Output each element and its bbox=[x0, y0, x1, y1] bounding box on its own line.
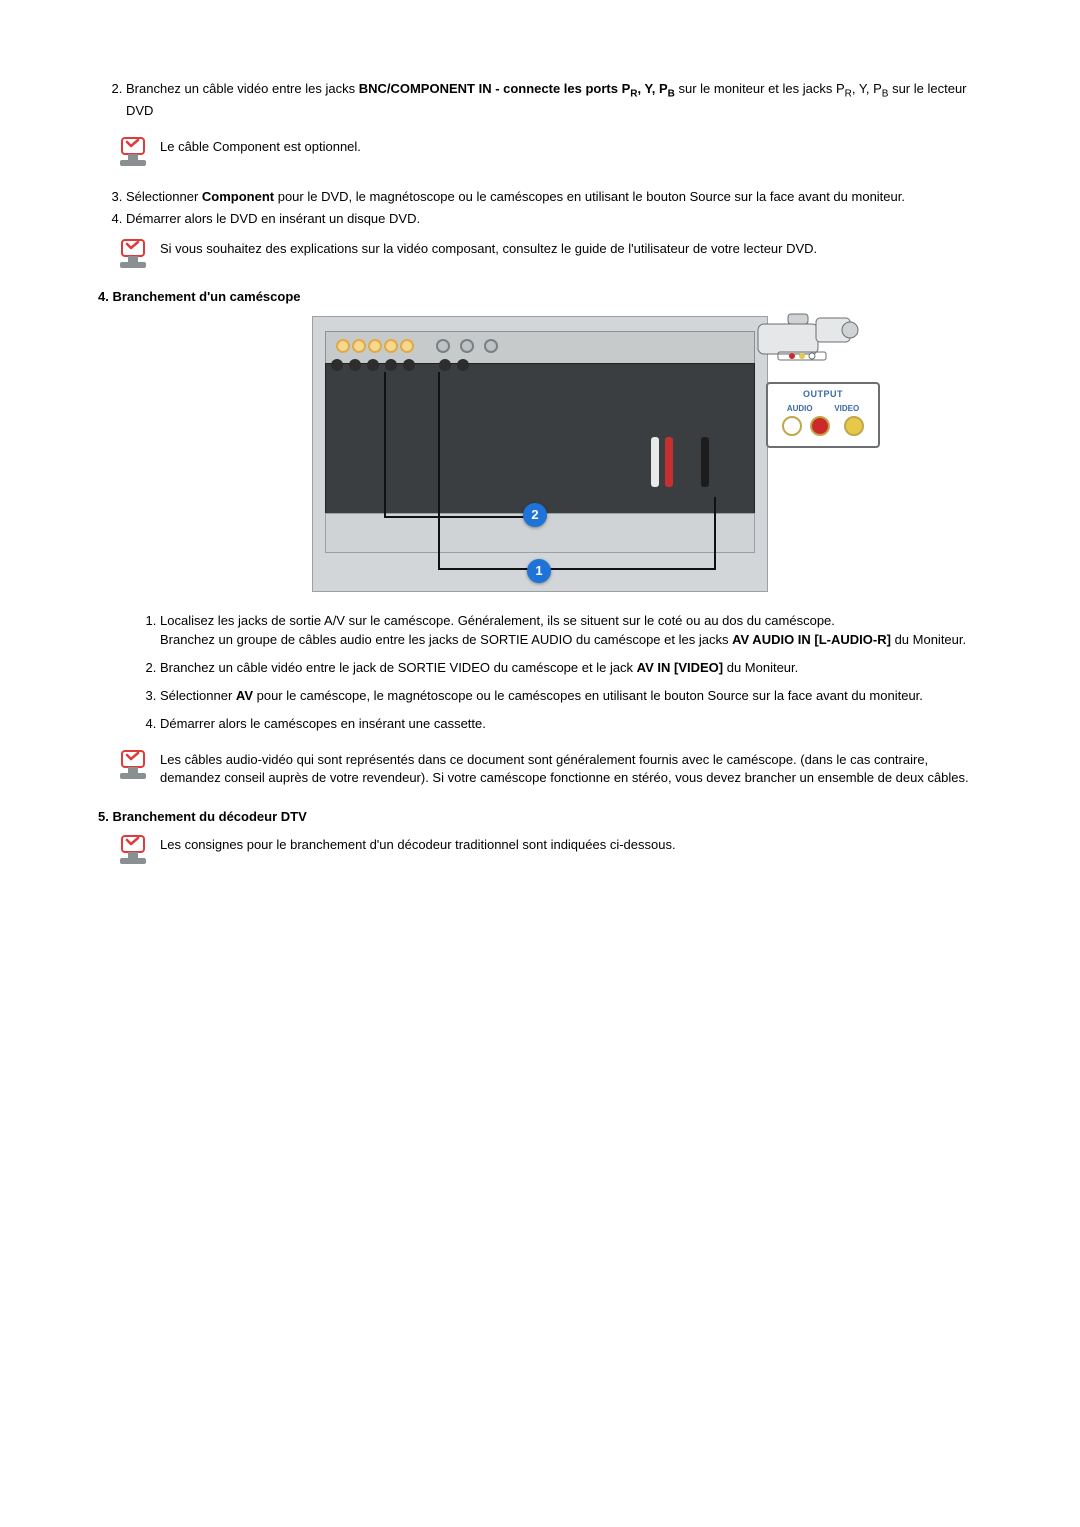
li3-rest: pour le DVD, le magnétoscope ou le camés… bbox=[274, 189, 905, 204]
s4-li1-line2a: Branchez un groupe de câbles audio entre… bbox=[160, 632, 732, 647]
audio-label: AUDIO bbox=[787, 403, 813, 414]
section5-note-row: Les consignes pour le branchement d'un d… bbox=[118, 834, 990, 866]
s4-note-text: Les câbles audio-vidéo qui sont représen… bbox=[160, 749, 990, 787]
note-camera-icon bbox=[118, 136, 148, 168]
li3-bold: Component bbox=[202, 189, 274, 204]
ordered-list-top: Branchez un câble vidéo entre les jacks … bbox=[90, 80, 990, 120]
list-item-3: Sélectionner Component pour le DVD, le m… bbox=[126, 188, 990, 206]
li2-sub3: R bbox=[845, 89, 852, 100]
section4-note-row: Les câbles audio-vidéo qui sont représen… bbox=[118, 749, 990, 787]
rca-red bbox=[665, 437, 673, 487]
output-badge: OUTPUT AUDIO VIDEO bbox=[766, 382, 880, 448]
note2-text: Si vous souhaitez des explications sur l… bbox=[160, 238, 990, 258]
s4-li3-bold: AV bbox=[236, 688, 253, 703]
document-page: Branchez un câble vidéo entre les jacks … bbox=[0, 0, 1080, 1527]
video-label: VIDEO bbox=[834, 403, 859, 414]
s4-li3: Sélectionner AV pour le caméscope, le ma… bbox=[160, 687, 990, 705]
marker2-text: 2 bbox=[531, 506, 538, 524]
s4-li1-bold: AV AUDIO IN [L-AUDIO-R] bbox=[732, 632, 891, 647]
ordered-list-34: Sélectionner Component pour le DVD, le m… bbox=[90, 188, 990, 228]
s4-li1: Localisez les jacks de sortie A/V sur le… bbox=[160, 612, 990, 648]
s4-li2-b: du Moniteur. bbox=[723, 660, 798, 675]
li2-bold1: BNC/COMPONENT IN - connecte les ports P bbox=[359, 81, 631, 96]
marker1-text: 1 bbox=[535, 562, 542, 580]
li2-sub1: R bbox=[630, 89, 637, 100]
note-camera-icon bbox=[118, 749, 148, 781]
li3-prefix: Sélectionner bbox=[126, 189, 202, 204]
li2-prefix: Branchez un câble vidéo entre les jacks bbox=[126, 81, 359, 96]
note1-text: Le câble Component est optionnel. bbox=[160, 136, 990, 156]
output-title: OUTPUT bbox=[768, 388, 878, 401]
s4-li3-b: pour le caméscope, le magnétoscope ou le… bbox=[253, 688, 923, 703]
section4-title: 4. Branchement d'un caméscope bbox=[98, 288, 990, 306]
connection-diagram: 2 1 bbox=[312, 316, 768, 592]
s4-li4: Démarrer alors le caméscopes en insérant… bbox=[160, 715, 990, 733]
rca-black bbox=[701, 437, 709, 487]
section5-title: 5. Branchement du décodeur DTV bbox=[98, 808, 990, 826]
s4-li2-bold: AV IN [VIDEO] bbox=[637, 660, 723, 675]
jack-red bbox=[810, 416, 830, 436]
diagram-wrapper: 2 1 OUTPUT bbox=[90, 316, 990, 592]
s4-li1-line2b: du Moniteur. bbox=[891, 632, 966, 647]
li2-after: sur le moniteur et les jacks P bbox=[675, 81, 845, 96]
camcorder-icon bbox=[748, 306, 868, 362]
list-item-2: Branchez un câble vidéo entre les jacks … bbox=[126, 80, 990, 120]
note-camera-icon bbox=[118, 834, 148, 866]
note-camera-icon bbox=[118, 238, 148, 270]
li2-after2: , Y, P bbox=[852, 81, 882, 96]
s4-li1-line1: Localisez les jacks de sortie A/V sur le… bbox=[160, 613, 835, 628]
rca-white bbox=[651, 437, 659, 487]
s4-li2: Branchez un câble vidéo entre le jack de… bbox=[160, 659, 990, 677]
jack-white bbox=[782, 416, 802, 436]
li2-bold2: , Y, P bbox=[638, 81, 668, 96]
li2-sub2: B bbox=[668, 89, 675, 100]
jack-yellow bbox=[844, 416, 864, 436]
s4-li3-a: Sélectionner bbox=[160, 688, 236, 703]
note-row-2: Si vous souhaitez des explications sur l… bbox=[118, 238, 990, 270]
section4-list: Localisez les jacks de sortie A/V sur le… bbox=[90, 612, 990, 733]
s5-note-text: Les consignes pour le branchement d'un d… bbox=[160, 834, 990, 854]
note-row-1: Le câble Component est optionnel. bbox=[118, 136, 990, 168]
list-item-4: Démarrer alors le DVD en insérant un dis… bbox=[126, 210, 990, 228]
s4-li2-a: Branchez un câble vidéo entre le jack de… bbox=[160, 660, 637, 675]
